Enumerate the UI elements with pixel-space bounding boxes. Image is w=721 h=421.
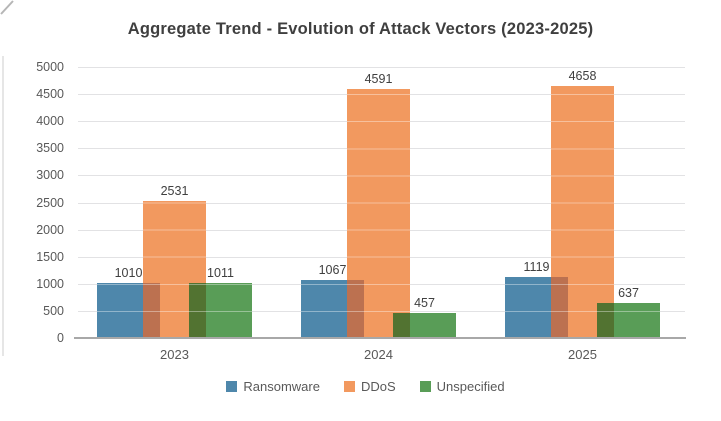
legend-item-ddos: DDoS — [343, 378, 396, 394]
x-tick-label: 2023 — [160, 347, 189, 362]
legend-swatch-icon — [343, 380, 355, 392]
bar-value-label: 4658 — [568, 68, 597, 83]
bar-group: 1067 4591 457 — [301, 67, 456, 338]
left-edge-artifact — [2, 56, 4, 356]
bar-value-label: 1010 — [114, 266, 143, 281]
y-tick-label: 3500 — [36, 141, 64, 156]
bar-value-label: 637 — [618, 286, 639, 301]
y-tick-label: 500 — [43, 303, 64, 318]
x-tick-label: 2025 — [568, 347, 597, 362]
bar-value-label: 1011 — [207, 266, 234, 281]
y-tick-label: 1000 — [36, 276, 64, 291]
bar-overlap — [551, 277, 568, 338]
bar-group: 1010 2531 1011 — [97, 67, 252, 338]
bar-overlap — [143, 283, 160, 338]
bar-value-label: 1067 — [318, 263, 347, 278]
y-tick-label: 1500 — [36, 249, 64, 264]
y-tick-label: 2500 — [36, 195, 64, 210]
legend-label: DDoS — [360, 378, 396, 394]
bar-value-label: 457 — [414, 296, 435, 311]
bar-overlap — [597, 303, 614, 338]
corner-mark-artifact — [0, 0, 14, 15]
y-tick-label: 4500 — [36, 87, 64, 102]
legend-item-unspecified: Unspecified — [419, 378, 505, 394]
x-tick-label: 2024 — [364, 347, 393, 362]
legend-label: Ransomware — [243, 378, 320, 394]
y-tick-label: 3000 — [36, 168, 64, 183]
bar-overlap — [393, 313, 410, 338]
plot-area: 1010 2531 1011 1067 4591 457 1119 4658 637 — [78, 67, 685, 338]
y-tick-label: 0 — [57, 331, 64, 345]
bar-value-label: 4591 — [364, 72, 393, 87]
x-axis: 2023 2024 2025 — [78, 347, 685, 365]
legend-swatch-icon — [419, 380, 431, 392]
chart-title: Aggregate Trend - Evolution of Attack Ve… — [127, 20, 594, 38]
bar-value-label: 1119 — [523, 260, 550, 275]
bar-overlap — [347, 280, 364, 338]
y-tick-label: 2000 — [36, 222, 64, 237]
bar-ddos-2024 — [347, 89, 410, 338]
bar-group: 1119 4658 637 — [505, 67, 660, 338]
y-tick-label: 5000 — [36, 60, 64, 74]
x-axis-line — [74, 337, 686, 339]
legend-item-ransomware: Ransomware — [226, 379, 320, 394]
legend-swatch-icon — [226, 380, 238, 392]
legend-label: Unspecified — [436, 378, 505, 394]
y-tick-label: 4000 — [36, 114, 64, 129]
y-axis: 0 500 1000 1500 2000 2500 3000 3500 4000 4500 5000 — [10, 60, 64, 345]
bar-value-label: 2531 — [160, 183, 189, 198]
bar-overlap — [189, 283, 206, 338]
gridline — [78, 67, 685, 68]
legend: Ransomware DDoS Unspecified — [0, 376, 721, 396]
